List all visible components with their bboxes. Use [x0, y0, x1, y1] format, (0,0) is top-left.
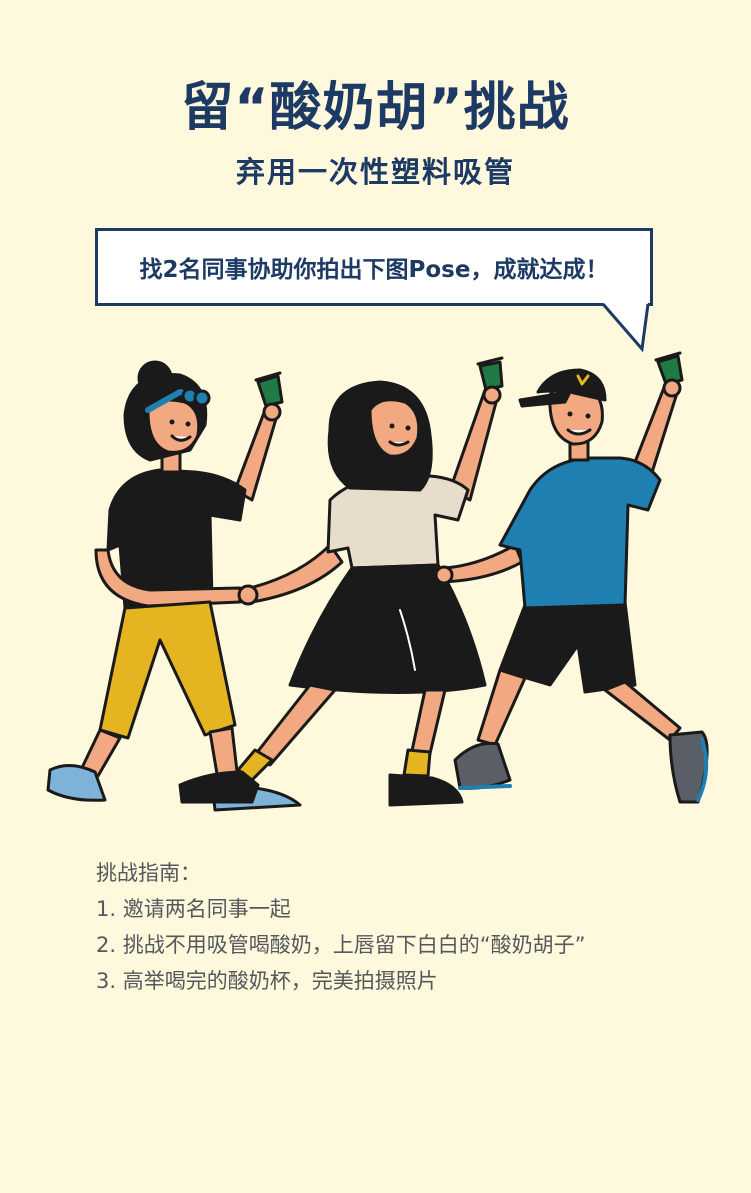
guide-step: 2. 挑战不用吸管喝酸奶，上唇留下白白的“酸奶胡子” [96, 933, 586, 957]
guide-heading: 挑战指南： [96, 861, 201, 885]
guide-step: 1. 邀请两名同事一起 [96, 897, 291, 921]
yogurt-cup-icon [254, 371, 284, 408]
friends-illustration [46, 351, 709, 812]
speech-bubble: 找2名同事协助你拍出下图Pose，成就达成！ [95, 228, 653, 306]
yogurt-cup-icon [654, 351, 684, 386]
person-left-icon [46, 360, 302, 812]
challenge-guide: 挑战指南： 1. 邀请两名同事一起 2. 挑战不用吸管喝酸奶，上唇留下白白的“酸… [96, 855, 585, 999]
guide-step: 3. 高举喝完的酸奶杯，完美拍摄照片 [96, 969, 438, 993]
speech-bubble-tail [601, 303, 650, 353]
page-subtitle: 弃用一次性塑料吸管 [235, 155, 515, 189]
page-title: 留“酸奶胡”挑战 [181, 78, 570, 138]
yogurt-cup-icon [476, 356, 504, 392]
person-middle-icon [178, 356, 504, 807]
speech-bubble-text: 找2名同事协助你拍出下图Pose，成就达成！ [139, 257, 609, 283]
person-right-icon [440, 351, 709, 804]
